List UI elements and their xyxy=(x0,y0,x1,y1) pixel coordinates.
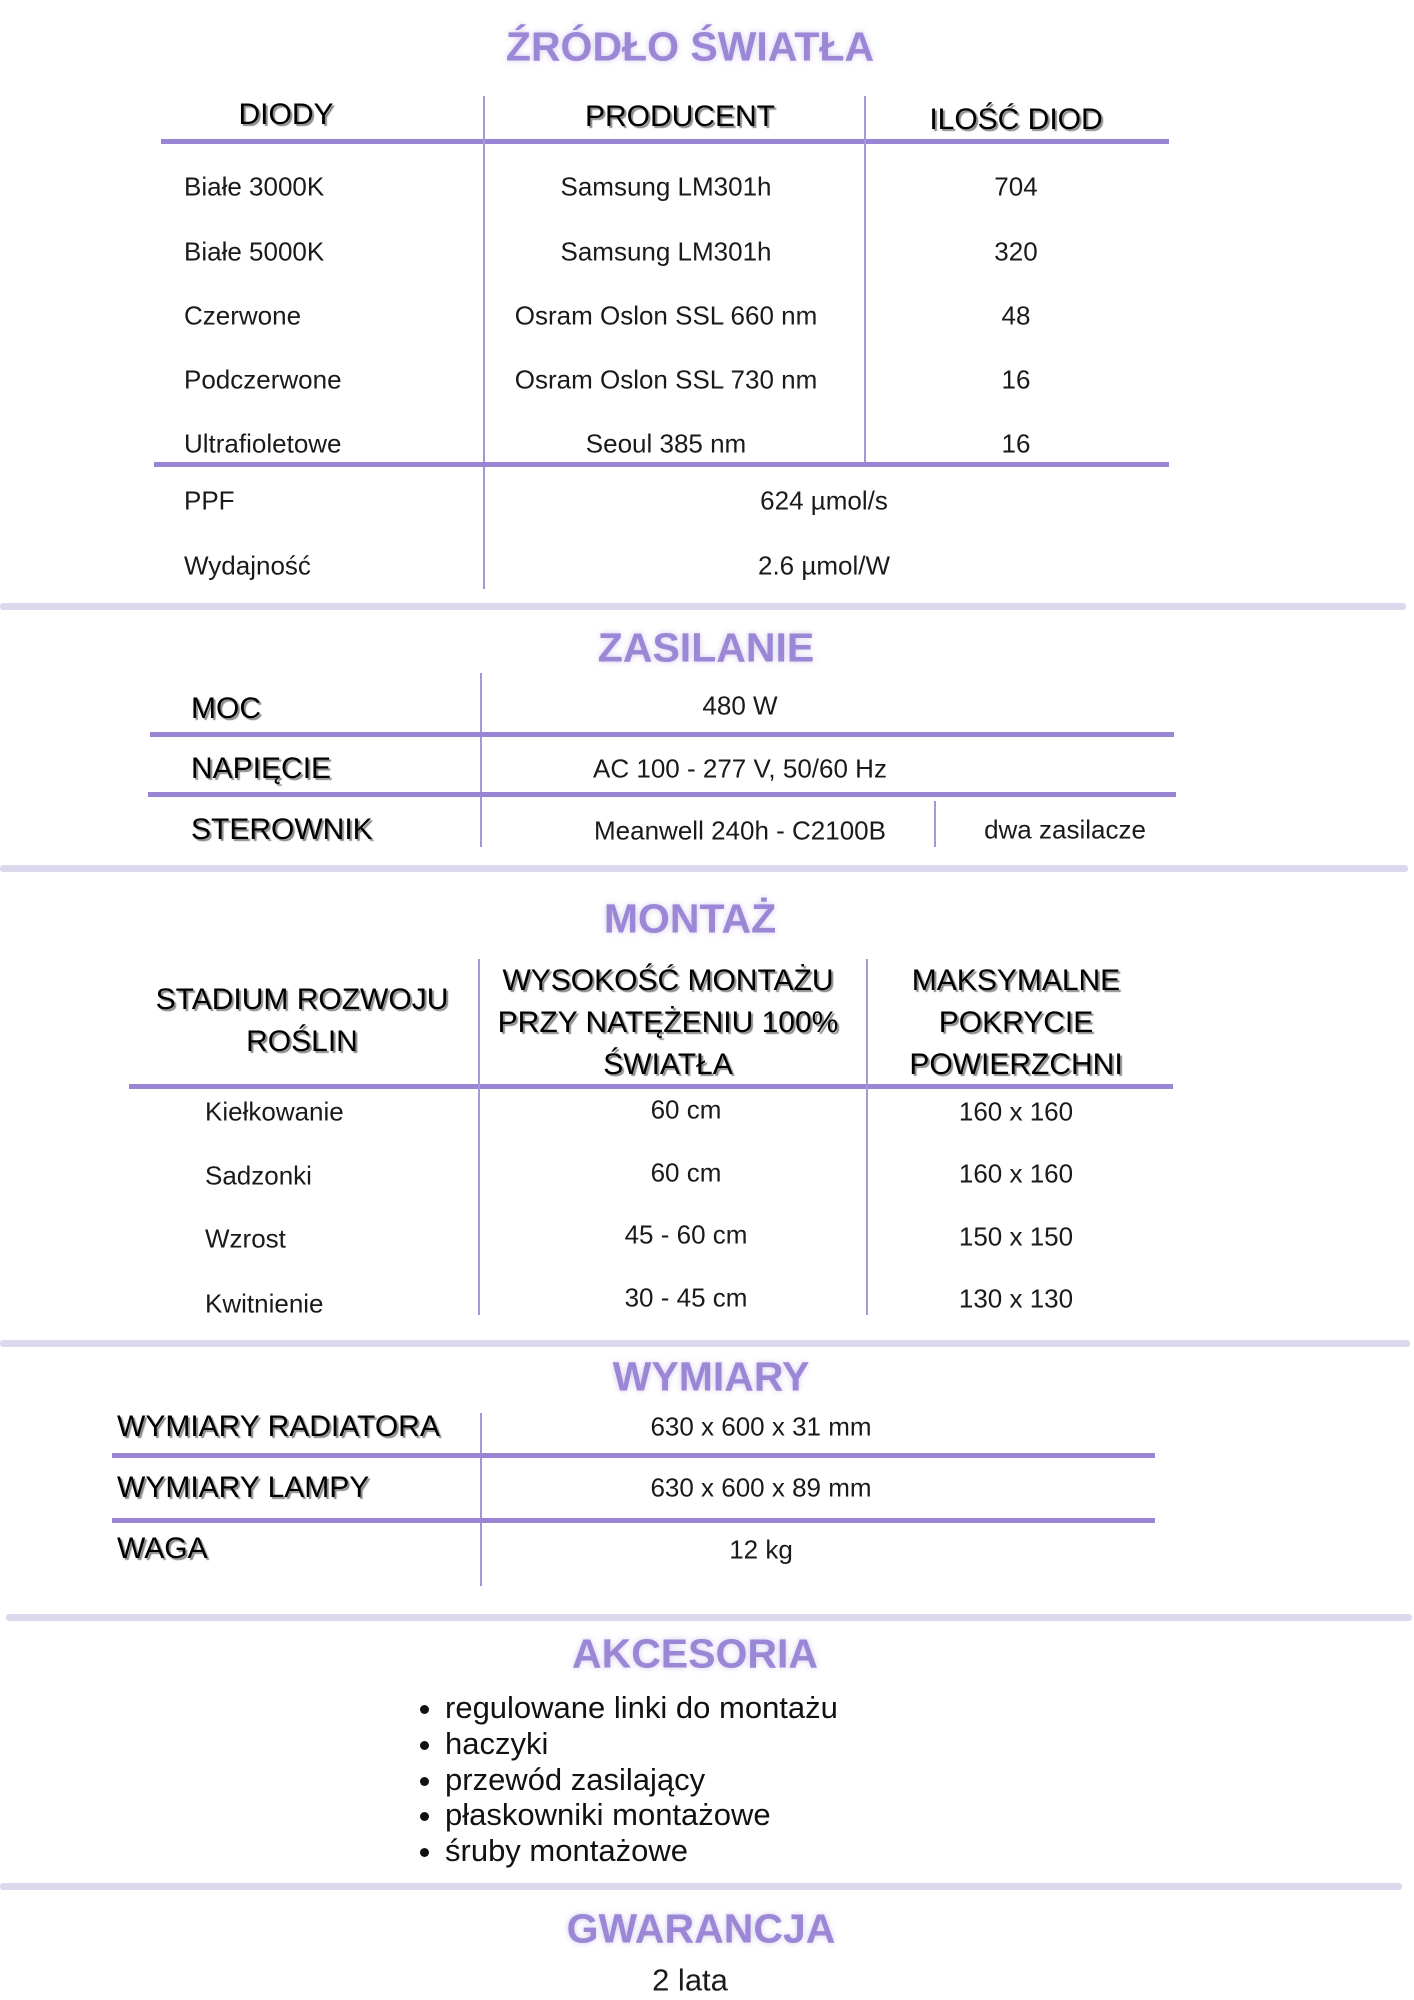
table-rule xyxy=(154,462,1169,467)
heatsink-dimensions-value: 630 x 600 x 31 mm xyxy=(650,1411,872,1442)
max-coverage: 160 x 160 xyxy=(958,1158,1074,1189)
growth-stage: Kiełkowanie xyxy=(205,1096,344,1127)
section-separator xyxy=(0,865,1408,872)
list-item: przewód zasilający xyxy=(445,1762,838,1798)
diode-count: 320 xyxy=(994,236,1038,267)
header-diodes: DIODY xyxy=(238,98,334,131)
diode-type: Białe 3000K xyxy=(184,171,325,202)
table-rule xyxy=(112,1453,1155,1458)
list-item: płaskowniki montażowe xyxy=(445,1797,838,1833)
column-divider xyxy=(866,959,868,1315)
section-title-dimensions: WYMIARY xyxy=(612,1353,810,1400)
mount-height: 60 cm xyxy=(650,1157,722,1188)
section-separator xyxy=(0,603,1406,610)
section-title-warranty: GWARANCJA xyxy=(566,1905,836,1952)
warranty-value: 2 lata xyxy=(652,1962,728,1998)
mount-height: 60 cm xyxy=(650,1094,722,1125)
diode-producer: Seoul 385 nm xyxy=(585,428,747,459)
voltage-label: NAPIĘCIE xyxy=(191,752,332,785)
header-rule xyxy=(161,139,1169,144)
driver-label: STEROWNIK xyxy=(191,813,373,846)
lamp-dimensions-value: 630 x 600 x 89 mm xyxy=(650,1472,872,1503)
diode-type: Podczerwone xyxy=(184,364,342,395)
growth-stage: Wzrost xyxy=(205,1223,286,1254)
section-title-light-source: ŹRÓDŁO ŚWIATŁA xyxy=(505,23,875,70)
diode-count: 48 xyxy=(1001,300,1031,331)
diode-producer: Samsung LM301h xyxy=(560,171,772,202)
header-rule xyxy=(129,1084,1173,1089)
efficiency-label: Wydajność xyxy=(184,550,311,581)
column-divider xyxy=(480,1413,482,1586)
ppf-value: 624 µmol/s xyxy=(760,485,888,516)
voltage-value: AC 100 - 277 V, 50/60 Hz xyxy=(593,753,887,784)
growth-stage: Kwitnienie xyxy=(205,1288,324,1319)
lamp-dimensions-label: WYMIARY LAMPY xyxy=(117,1471,370,1504)
section-title-power: ZASILANIE xyxy=(597,624,815,671)
diode-count: 16 xyxy=(1001,428,1031,459)
power-label: MOC xyxy=(191,692,261,725)
accessories-list: regulowane linki do montażu haczyki prze… xyxy=(418,1690,838,1869)
section-separator xyxy=(0,1883,1402,1890)
diode-type: Białe 5000K xyxy=(184,236,325,267)
header-mount-height: WYSOKOŚĆ MONTAŻU PRZY NATĘŻENIU 100% ŚWI… xyxy=(497,964,839,1081)
column-divider xyxy=(864,96,866,462)
ppf-label: PPF xyxy=(184,485,235,516)
diode-count: 704 xyxy=(994,171,1038,202)
diode-producer: Osram Oslon SSL 730 nm xyxy=(514,364,818,395)
section-title-mounting: MONTAŻ xyxy=(603,895,777,942)
column-divider xyxy=(478,959,480,1315)
column-divider xyxy=(934,801,936,847)
header-diode-count: ILOŚĆ DIOD xyxy=(929,103,1103,136)
growth-stage: Sadzonki xyxy=(205,1160,312,1191)
max-coverage: 150 x 150 xyxy=(958,1221,1074,1252)
weight-value: 12 kg xyxy=(729,1534,793,1565)
efficiency-value: 2.6 µmol/W xyxy=(757,550,891,581)
diode-producer: Osram Oslon SSL 660 nm xyxy=(514,300,818,331)
table-rule xyxy=(150,732,1174,737)
header-producer: PRODUCENT xyxy=(584,100,776,133)
diode-type: Czerwone xyxy=(184,300,302,331)
heatsink-dimensions-label: WYMIARY RADIATORA xyxy=(117,1410,440,1443)
list-item: śruby montażowe xyxy=(445,1833,838,1869)
weight-label: WAGA xyxy=(117,1532,208,1565)
driver-value: Meanwell 240h - C2100B xyxy=(594,815,886,846)
table-rule xyxy=(148,792,1176,797)
driver-note: dwa zasilacze xyxy=(984,814,1146,845)
diode-count: 16 xyxy=(1001,364,1031,395)
mount-height: 45 - 60 cm xyxy=(624,1219,748,1250)
column-divider xyxy=(480,673,482,847)
list-item: haczyki xyxy=(445,1726,838,1762)
header-growth-stage: STADIUM ROZWOJU ROŚLIN xyxy=(155,983,449,1058)
section-separator xyxy=(6,1614,1412,1621)
section-separator xyxy=(0,1340,1410,1347)
power-value: 480 W xyxy=(702,690,778,721)
diode-producer: Samsung LM301h xyxy=(560,236,772,267)
table-rule xyxy=(112,1518,1155,1523)
max-coverage: 130 x 130 xyxy=(958,1283,1074,1314)
mount-height: 30 - 45 cm xyxy=(624,1282,748,1313)
list-item: regulowane linki do montażu xyxy=(445,1690,838,1726)
diode-type: Ultrafioletowe xyxy=(184,428,342,459)
max-coverage: 160 x 160 xyxy=(958,1096,1074,1127)
section-title-accessories: AKCESORIA xyxy=(571,1630,819,1677)
header-max-coverage: MAKSYMALNE POKRYCIE POWIERZCHNI xyxy=(909,964,1123,1081)
column-divider xyxy=(483,96,485,589)
